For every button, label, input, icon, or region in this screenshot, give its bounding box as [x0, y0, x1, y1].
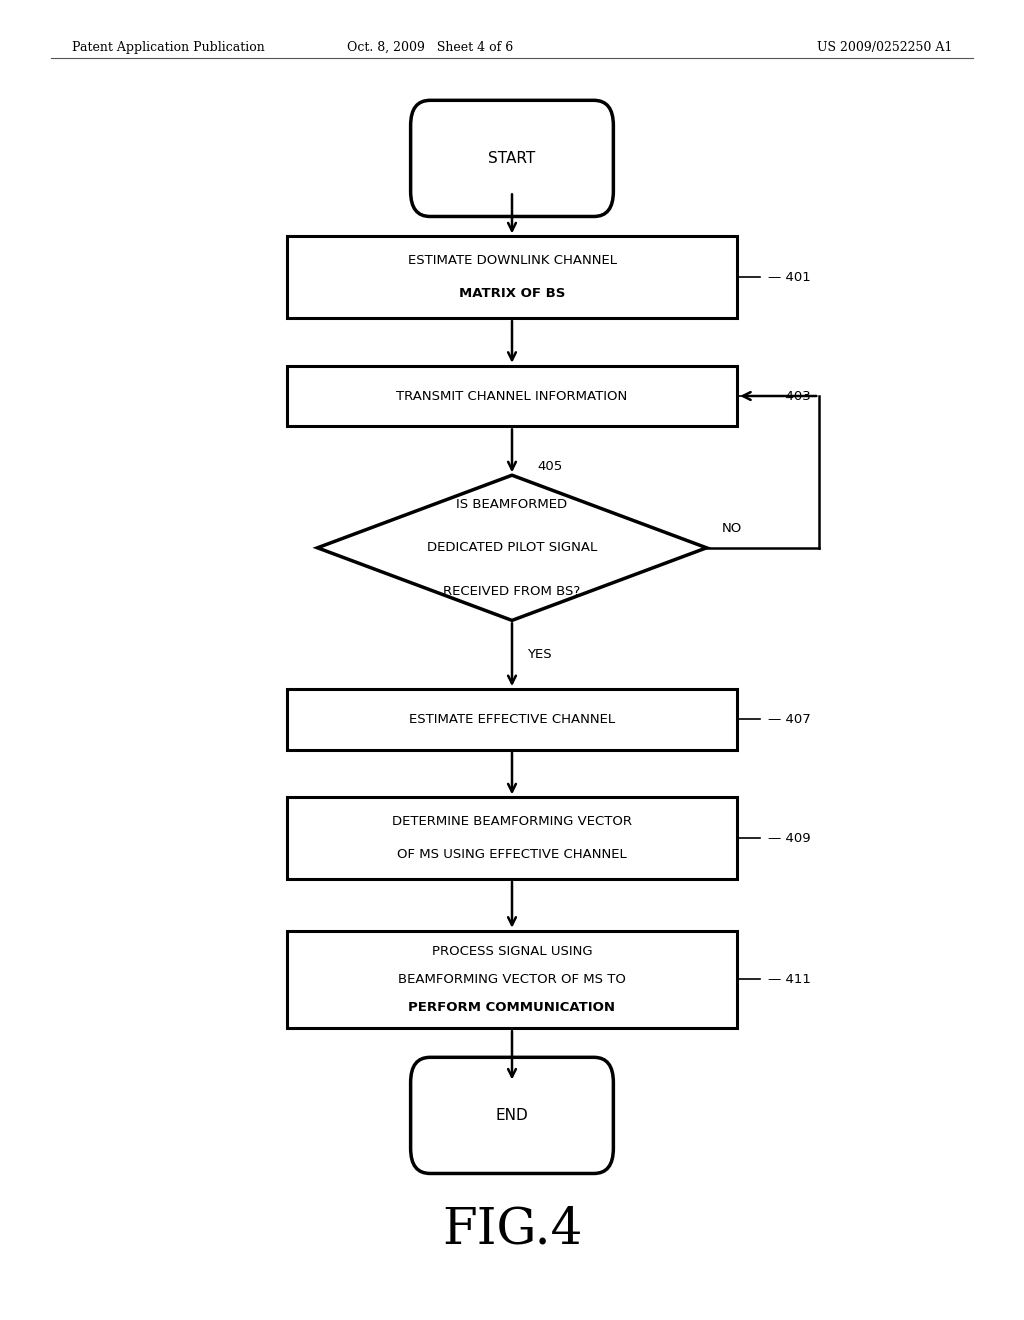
- Text: OF MS USING EFFECTIVE CHANNEL: OF MS USING EFFECTIVE CHANNEL: [397, 847, 627, 861]
- Text: — 411: — 411: [768, 973, 811, 986]
- Text: ESTIMATE EFFECTIVE CHANNEL: ESTIMATE EFFECTIVE CHANNEL: [409, 713, 615, 726]
- Bar: [287, 366, 737, 426]
- Text: START: START: [488, 150, 536, 166]
- Text: END: END: [496, 1107, 528, 1123]
- FancyBboxPatch shape: [411, 1057, 613, 1173]
- Text: US 2009/0252250 A1: US 2009/0252250 A1: [817, 41, 952, 54]
- Text: RECEIVED FROM BS?: RECEIVED FROM BS?: [443, 585, 581, 598]
- Text: BEAMFORMING VECTOR OF MS TO: BEAMFORMING VECTOR OF MS TO: [398, 973, 626, 986]
- Text: — 403: — 403: [768, 389, 811, 403]
- Text: IS BEAMFORMED: IS BEAMFORMED: [457, 498, 567, 511]
- Text: NO: NO: [722, 521, 742, 535]
- Bar: [287, 689, 737, 750]
- Text: Oct. 8, 2009   Sheet 4 of 6: Oct. 8, 2009 Sheet 4 of 6: [347, 41, 513, 54]
- Bar: [287, 931, 737, 1028]
- Text: ESTIMATE DOWNLINK CHANNEL: ESTIMATE DOWNLINK CHANNEL: [408, 255, 616, 268]
- Bar: [287, 236, 737, 318]
- Text: MATRIX OF BS: MATRIX OF BS: [459, 286, 565, 300]
- Text: — 401: — 401: [768, 271, 811, 284]
- Text: FIG.4: FIG.4: [441, 1205, 583, 1255]
- Text: DETERMINE BEAMFORMING VECTOR: DETERMINE BEAMFORMING VECTOR: [392, 816, 632, 829]
- Bar: [287, 797, 737, 879]
- Polygon shape: [317, 475, 707, 620]
- Text: 405: 405: [538, 459, 563, 473]
- Text: PROCESS SIGNAL USING: PROCESS SIGNAL USING: [432, 945, 592, 958]
- FancyBboxPatch shape: [411, 100, 613, 216]
- Text: YES: YES: [527, 648, 552, 661]
- Text: DEDICATED PILOT SIGNAL: DEDICATED PILOT SIGNAL: [427, 541, 597, 554]
- Text: — 409: — 409: [768, 832, 811, 845]
- Text: PERFORM COMMUNICATION: PERFORM COMMUNICATION: [409, 1001, 615, 1014]
- Text: TRANSMIT CHANNEL INFORMATION: TRANSMIT CHANNEL INFORMATION: [396, 389, 628, 403]
- Text: — 407: — 407: [768, 713, 811, 726]
- Text: Patent Application Publication: Patent Application Publication: [72, 41, 264, 54]
